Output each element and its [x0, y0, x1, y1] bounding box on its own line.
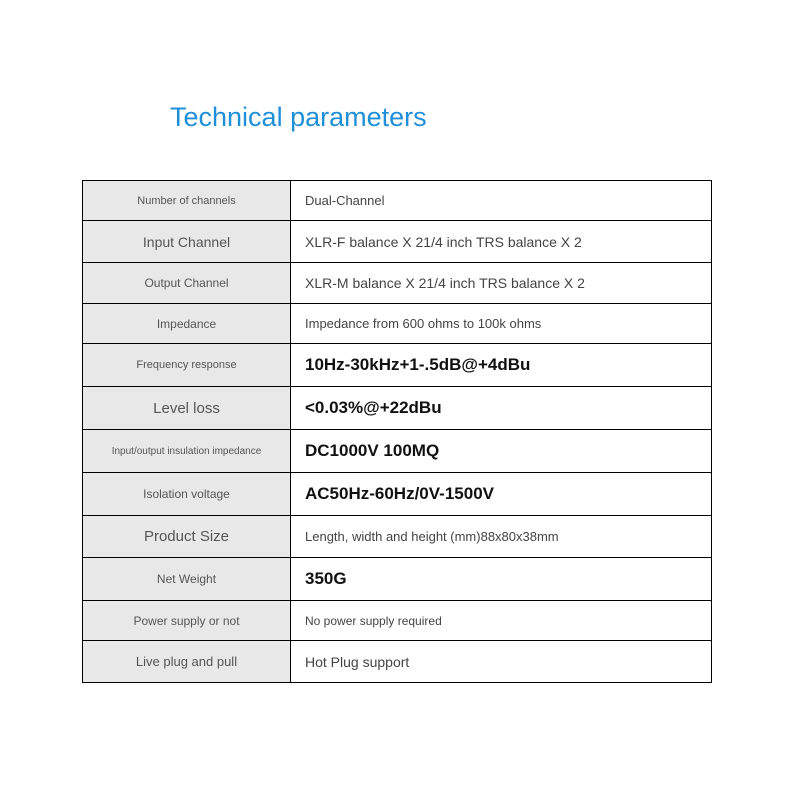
spec-value: XLR-M balance X 21/4 inch TRS balance X … — [291, 263, 712, 304]
table-row: Product SizeLength, width and height (mm… — [83, 516, 712, 558]
spec-value: Impedance from 600 ohms to 100k ohms — [291, 304, 712, 344]
spec-value: Hot Plug support — [291, 641, 712, 683]
spec-table-body: Number of channelsDual-ChannelInput Chan… — [83, 181, 712, 683]
table-row: ImpedanceImpedance from 600 ohms to 100k… — [83, 304, 712, 344]
spec-label: Isolation voltage — [83, 473, 291, 516]
spec-label: Output Channel — [83, 263, 291, 304]
spec-value: Dual-Channel — [291, 181, 712, 221]
spec-label: Input/output insulation impedance — [83, 430, 291, 473]
spec-label: Impedance — [83, 304, 291, 344]
spec-label: Frequency response — [83, 344, 291, 387]
spec-label: Power supply or not — [83, 601, 291, 641]
page-title: Technical parameters — [170, 102, 427, 133]
spec-value: No power supply required — [291, 601, 712, 641]
table-row: Input/output insulation impedanceDC1000V… — [83, 430, 712, 473]
spec-value: AC50Hz-60Hz/0V-1500V — [291, 473, 712, 516]
table-row: Power supply or notNo power supply requi… — [83, 601, 712, 641]
table-row: Level loss<0.03%@+22dBu — [83, 387, 712, 430]
spec-label: Product Size — [83, 516, 291, 558]
spec-label: Number of channels — [83, 181, 291, 221]
spec-label: Level loss — [83, 387, 291, 430]
spec-label: Input Channel — [83, 221, 291, 263]
spec-label: Net Weight — [83, 558, 291, 601]
spec-value: XLR-F balance X 21/4 inch TRS balance X … — [291, 221, 712, 263]
spec-value: DC1000V 100MQ — [291, 430, 712, 473]
table-row: Net Weight350G — [83, 558, 712, 601]
table-row: Isolation voltageAC50Hz-60Hz/0V-1500V — [83, 473, 712, 516]
spec-value: 350G — [291, 558, 712, 601]
spec-table: Number of channelsDual-ChannelInput Chan… — [82, 180, 712, 683]
spec-label: Live plug and pull — [83, 641, 291, 683]
table-row: Frequency response10Hz-30kHz+1-.5dB@+4dB… — [83, 344, 712, 387]
spec-value: <0.03%@+22dBu — [291, 387, 712, 430]
spec-value: 10Hz-30kHz+1-.5dB@+4dBu — [291, 344, 712, 387]
table-row: Output ChannelXLR-M balance X 21/4 inch … — [83, 263, 712, 304]
table-row: Live plug and pullHot Plug support — [83, 641, 712, 683]
spec-value: Length, width and height (mm)88x80x38mm — [291, 516, 712, 558]
table-row: Number of channelsDual-Channel — [83, 181, 712, 221]
table-row: Input ChannelXLR-F balance X 21/4 inch T… — [83, 221, 712, 263]
